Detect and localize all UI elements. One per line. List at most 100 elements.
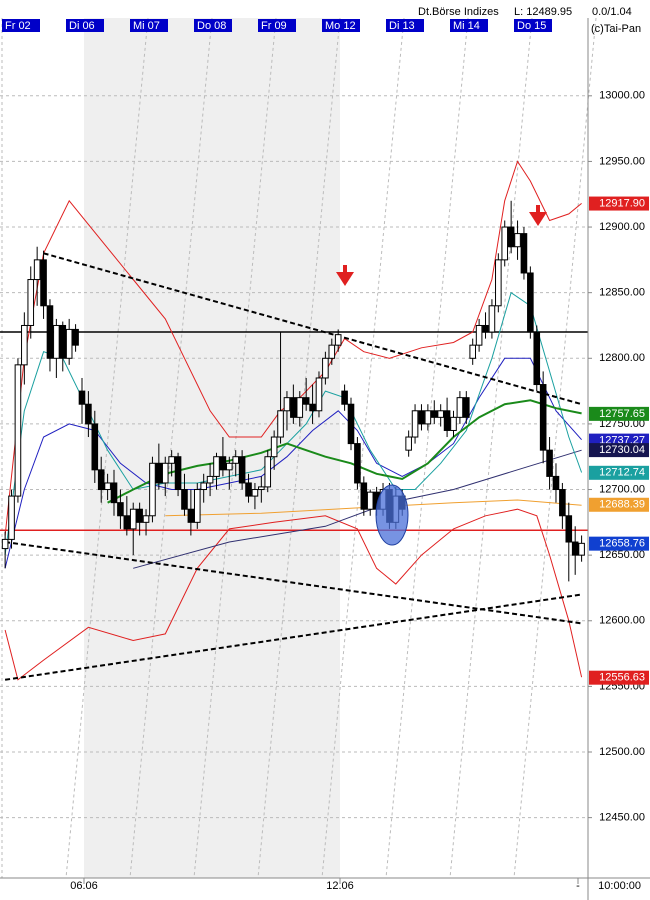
candle-body [117,502,124,517]
candle-body [8,495,15,540]
candle-body [72,328,79,346]
day-label: Fr 02 [5,20,31,32]
x-tick-label: 06.06 [70,880,98,892]
plot [0,160,588,681]
candle-body [456,397,464,418]
candle-body [46,305,54,359]
day-label-box [194,19,232,32]
day-label-box [386,19,424,32]
candle-body [65,328,73,359]
candle-body [142,515,150,523]
day-label: Mi 14 [453,20,480,32]
price-label-box [589,465,649,480]
header-source: Dt.Börse Indizes [418,6,499,18]
candle-body [296,397,304,418]
candle-body [334,334,342,346]
candle-body [155,462,163,484]
indicator-line [107,399,582,504]
day-label: Mi 07 [133,20,160,32]
y-tick-label: 12650.00 [599,549,645,561]
candle-body [85,403,92,425]
candle-body [341,390,348,405]
price-label-box [589,497,649,512]
day-label: Do 08 [197,20,226,32]
price-label: 12757.65 [599,408,645,420]
candle-body [97,469,105,491]
candle-body [533,331,541,386]
candle-body [322,357,329,379]
candle-body [277,410,284,438]
candle-body [514,233,521,248]
candle-body [578,542,585,556]
header-low: L: 12489.95 [514,6,572,18]
candle-body [559,489,566,517]
candle-body [469,344,477,359]
day-label-box [2,19,40,32]
candle-body [360,482,368,510]
candle-body [430,410,438,418]
candle-body [104,482,111,491]
x-tick-label: 12.06 [326,880,354,892]
candle-body [565,515,573,543]
time-label: 10:00:00 [598,880,641,892]
candle-body [366,491,374,510]
trendline [43,252,582,406]
candle-body [149,462,156,517]
price-label: 12917.90 [599,197,645,209]
candle-body [245,482,252,497]
candle-body [302,397,310,405]
candle-body [174,456,182,491]
candle-body [411,410,419,438]
day-label: Fr 09 [261,20,287,32]
candle-body [507,226,515,248]
candle-body [110,482,118,504]
candle-body [251,489,259,497]
candle-body [33,259,41,281]
candle-body [354,443,361,484]
y-tick-label: 12450.00 [599,812,645,824]
y-tick-label: 12700.00 [599,483,645,495]
annotation-arrow [336,205,547,286]
candle-body [238,456,246,484]
day-label-box [130,19,168,32]
y-tick-label: 12850.00 [599,287,645,299]
candle-body [424,410,432,425]
candle-body [59,324,67,359]
candle-body [161,462,169,484]
y-tick-label: 12800.00 [599,352,645,364]
candle-body [546,449,553,477]
y-tick-label: 12900.00 [599,221,645,233]
candle-body [520,233,528,274]
price-label-box [589,196,649,211]
price-label: 12556.63 [599,672,645,684]
y-tick-label: 12950.00 [599,155,645,167]
candle-body [21,324,28,366]
day-label-box [322,19,360,32]
candle-body [27,279,35,326]
day-label-box [258,19,296,32]
candle-body [53,324,60,359]
candle-body [347,403,355,445]
candle-body [475,324,483,346]
candle-body [552,475,560,491]
price-label-box [589,670,649,685]
day-label: Do 15 [517,20,546,32]
candle-body [495,259,502,307]
day-label: Di 06 [69,20,95,32]
x-tick-label: - [576,880,580,892]
copyright: (c)Tai-Pan [591,23,641,35]
price-label: 12730.04 [599,444,645,456]
candle-body [78,390,86,405]
candle-body [226,462,233,471]
candle-body [405,436,412,451]
candle-body [283,397,291,412]
candle-body [571,541,579,556]
candle-body [168,456,175,464]
candle-body [328,344,336,359]
candle-body [290,397,297,418]
candle-body [219,456,227,471]
price-label-box [589,443,649,458]
candle-body [206,475,214,484]
price-label: 12688.39 [599,499,645,511]
candle-body [539,384,547,451]
